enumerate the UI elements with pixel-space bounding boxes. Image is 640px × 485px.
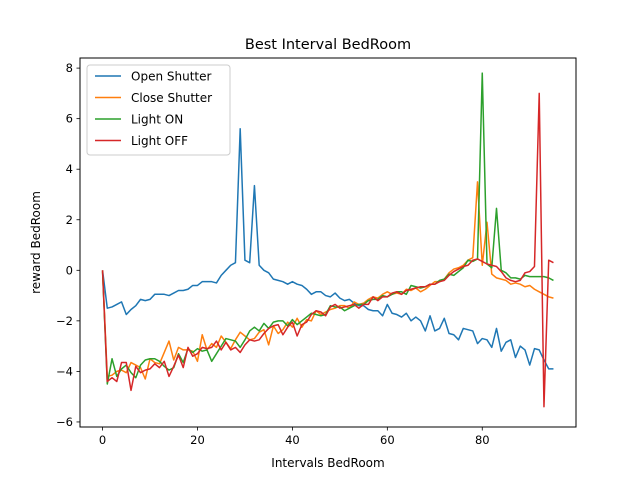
plot-area <box>101 72 554 408</box>
plot-frame <box>79 57 577 428</box>
legend-label: Light ON <box>131 113 183 127</box>
y-tick-label: 4 <box>66 162 73 176</box>
axis-ticks: 0 20 40 60 80 −6 −4 −2 0 2 4 6 8 <box>56 61 490 447</box>
y-tick-label: −2 <box>56 314 73 328</box>
y-tick-label: 2 <box>66 213 73 227</box>
y-tick-label: −6 <box>56 415 73 429</box>
x-tick-label: 80 <box>475 433 490 447</box>
y-axis-label: reward BedRoom <box>29 191 43 294</box>
x-axis-label: Intervals BedRoom <box>271 456 384 470</box>
legend-label: Open Shutter <box>131 70 211 84</box>
y-tick-label: −4 <box>56 364 73 378</box>
chart-title: Best Interval BedRoom <box>245 37 411 53</box>
y-tick-label: 6 <box>66 112 73 126</box>
legend-label: Close Shutter <box>131 91 212 105</box>
x-tick-label: 60 <box>380 433 395 447</box>
x-tick-label: 40 <box>285 433 300 447</box>
series-line-open-shutter <box>101 128 554 370</box>
x-tick-label: 20 <box>190 433 205 447</box>
legend-label: Light OFF <box>131 134 188 148</box>
y-tick-label: 8 <box>66 61 73 75</box>
x-tick-label: 0 <box>99 433 106 447</box>
legend: Open Shutter Close Shutter Light ON Light O… <box>86 64 231 156</box>
y-tick-label: 0 <box>66 263 73 277</box>
legend-box <box>86 64 231 156</box>
series-line-light-off <box>101 92 554 408</box>
